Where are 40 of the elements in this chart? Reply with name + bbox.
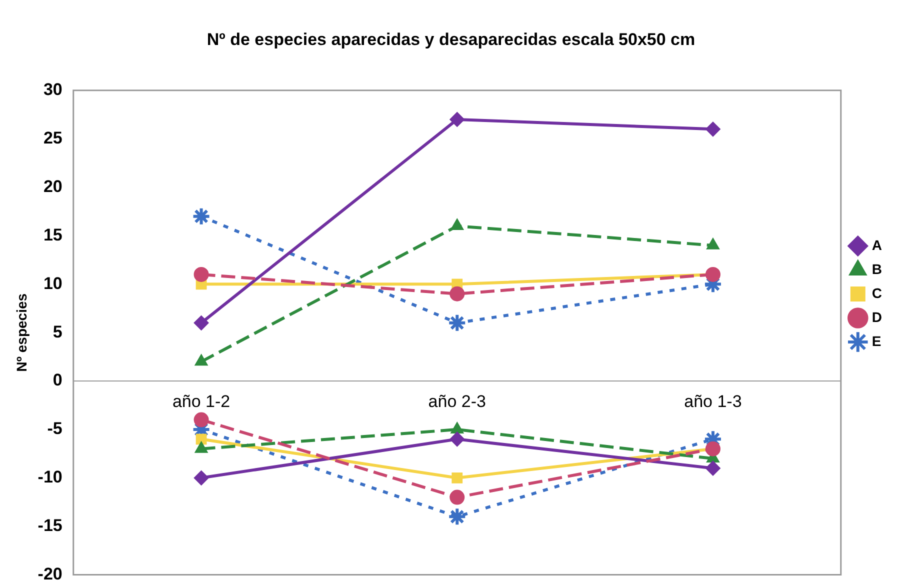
point	[450, 286, 465, 302]
legend-label: E	[872, 332, 882, 349]
point	[192, 206, 211, 226]
point	[452, 472, 463, 484]
y-tick-label: 25	[43, 128, 62, 148]
legend-label: D	[872, 308, 882, 325]
point	[705, 441, 720, 456]
point	[194, 266, 209, 282]
chart-title: Nº de especies aparecidas y desaparecidas escala 50x50 cm	[206, 30, 696, 49]
point	[194, 470, 209, 486]
point	[194, 412, 209, 428]
point	[448, 507, 467, 526]
x-tick-label: año 2-3	[428, 392, 486, 411]
y-tick-label: 5	[52, 322, 62, 342]
y-tick-label: -20	[38, 564, 62, 584]
point	[705, 122, 720, 137]
point	[705, 266, 720, 282]
point	[450, 218, 464, 230]
point	[448, 313, 467, 332]
y-tick-label: 30	[43, 80, 62, 100]
x-tick-label: año 1-3	[684, 392, 742, 411]
point	[450, 112, 465, 127]
y-tick-label: 15	[43, 225, 62, 244]
y-tick-label: 20	[43, 176, 62, 196]
y-tick-label: -10	[38, 468, 62, 487]
point	[450, 490, 465, 505]
y-axis-title: Nº especies	[13, 293, 30, 372]
point	[194, 354, 208, 366]
point	[705, 460, 720, 476]
legend-label: B	[872, 260, 882, 277]
x-tick-label: año 1-2	[172, 392, 230, 411]
legend-label: A	[872, 236, 882, 253]
point	[450, 432, 465, 447]
legend-label: C	[872, 284, 882, 301]
y-tick-label: -5	[47, 419, 62, 438]
y-tick-label: -15	[38, 516, 62, 536]
y-tick-label: 10	[43, 274, 62, 293]
y-tick-label: 0	[52, 370, 62, 390]
point	[194, 315, 209, 330]
point	[196, 434, 207, 445]
